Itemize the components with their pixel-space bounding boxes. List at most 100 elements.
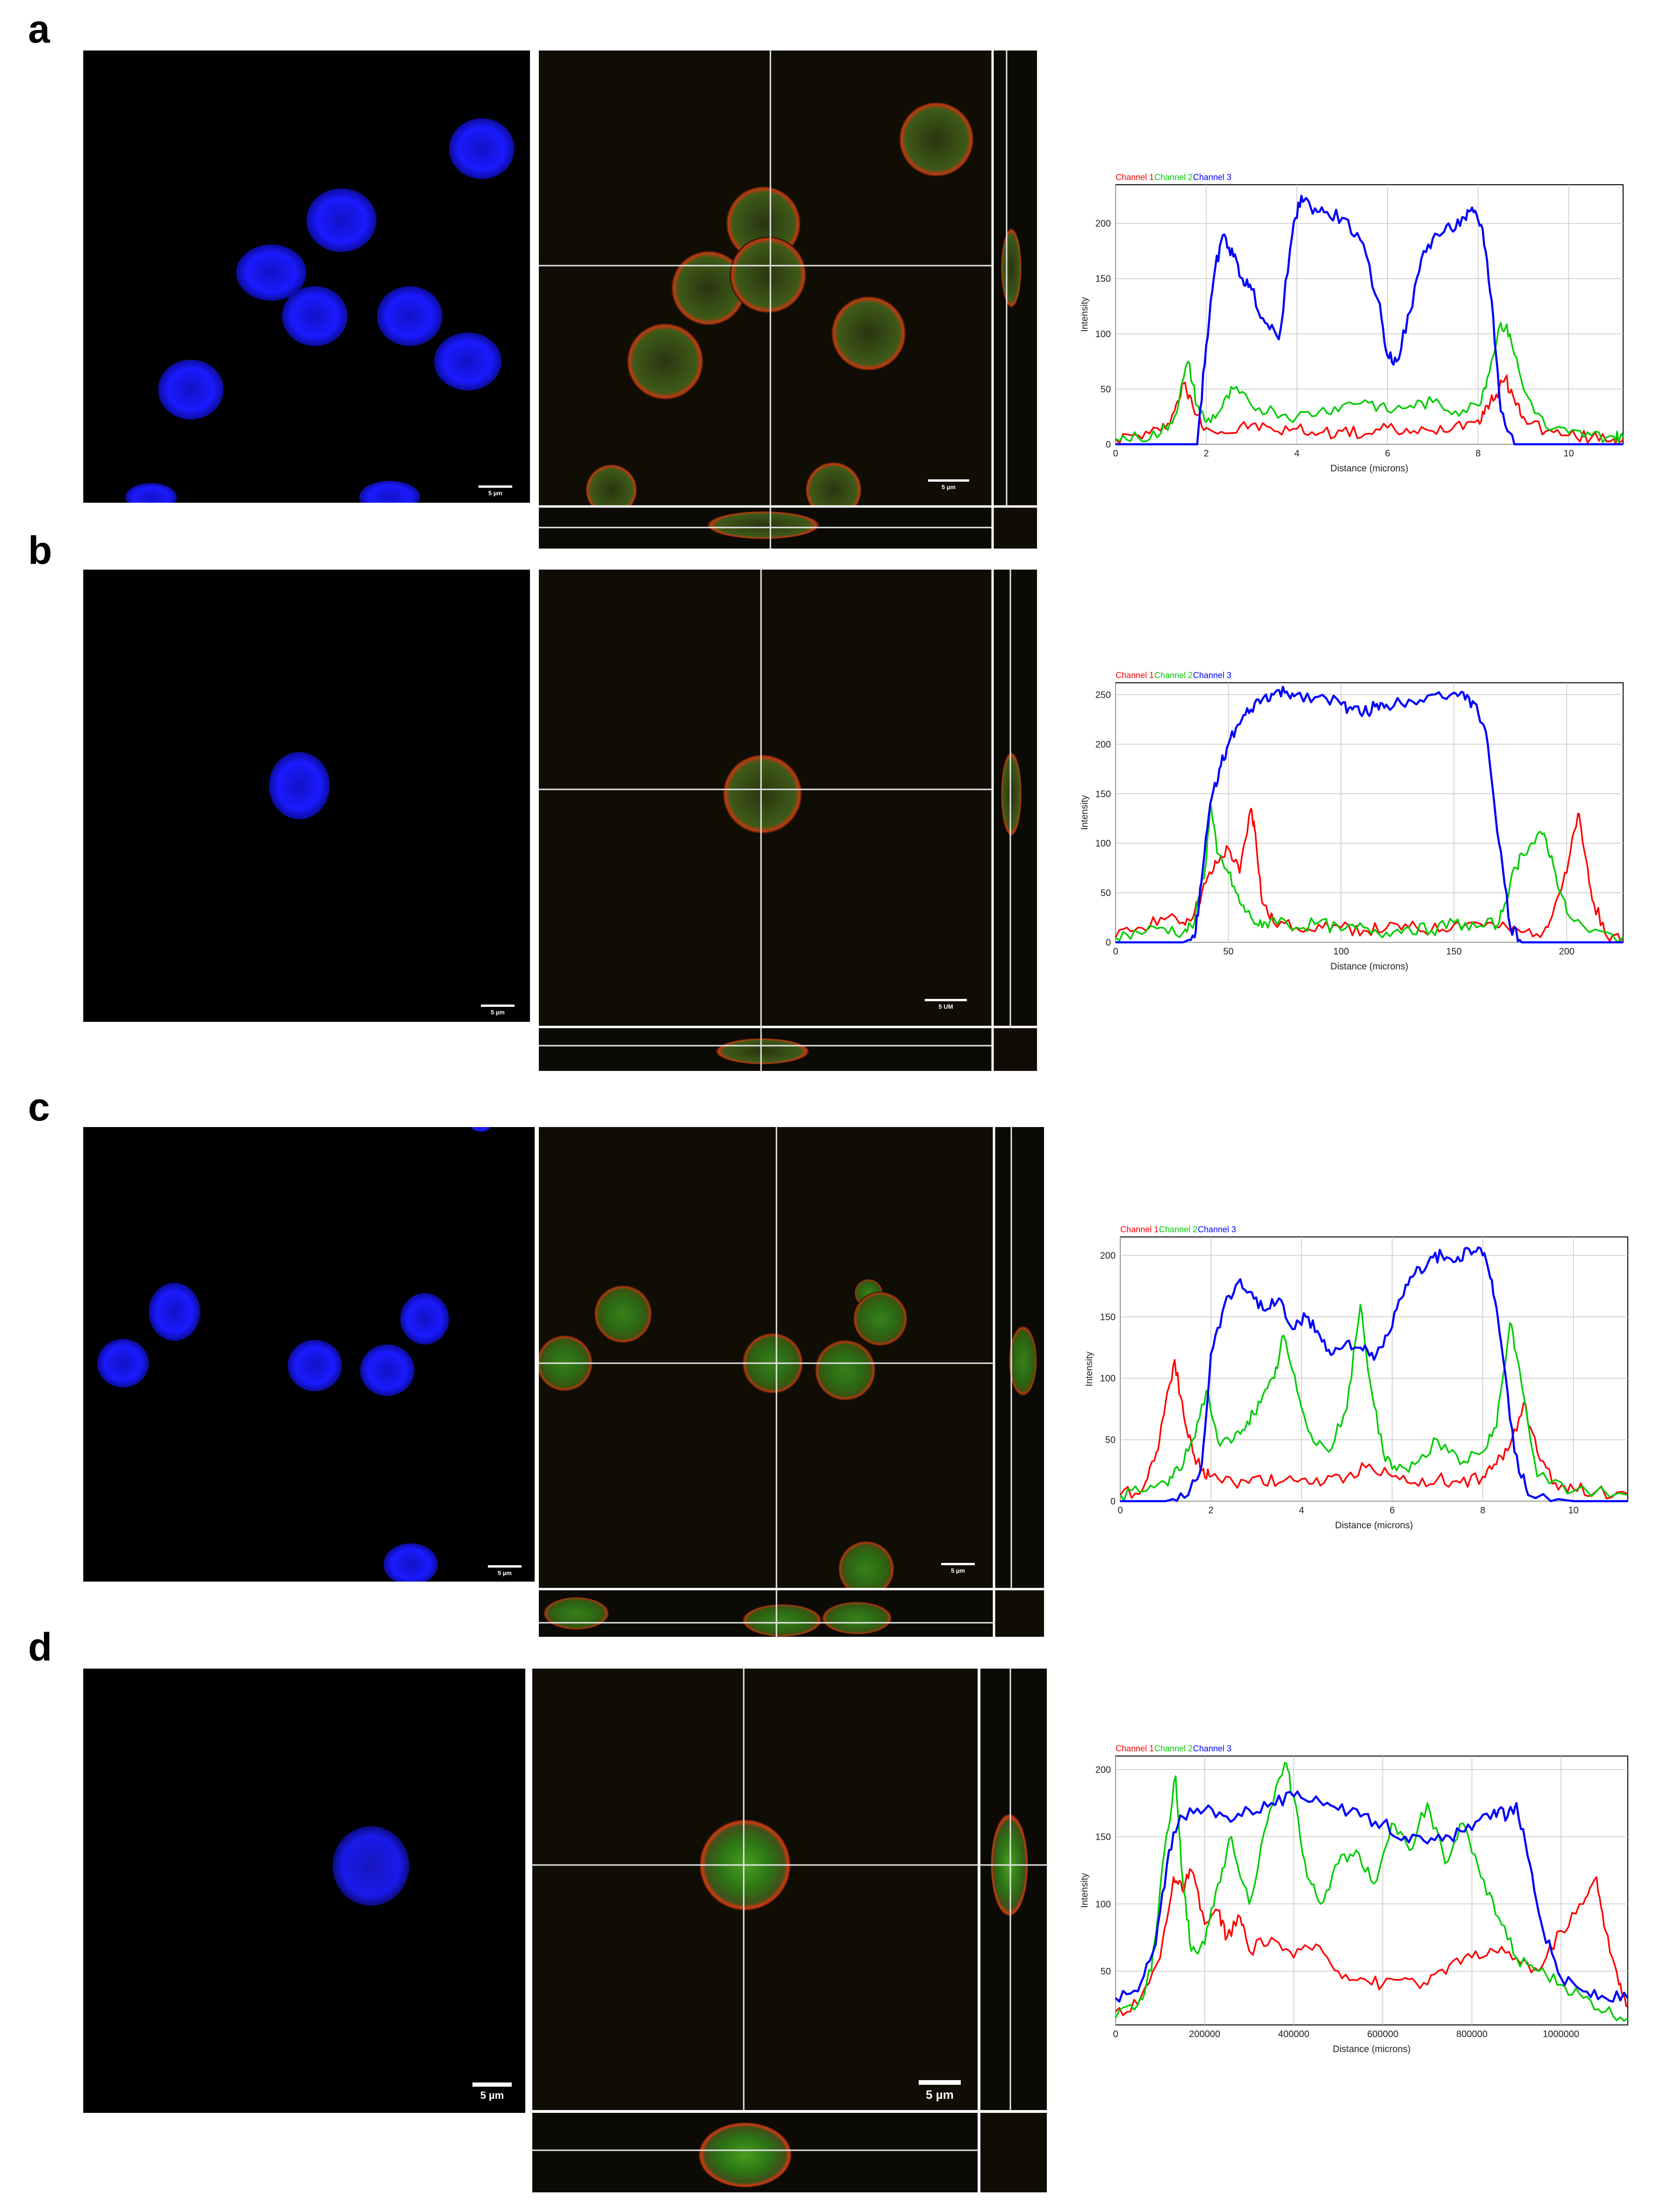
scale-bar-label: 5 µm	[488, 490, 502, 497]
chart-legend: Channel 1 Channel 2 Channel 3	[1120, 1225, 1236, 1234]
merged-orthogonal-image-c: 5 µm	[539, 1127, 1044, 1637]
intensity-profile-chart-a: Channel 1 Channel 2 Channel 3 0 2 4 6 8 10 0 50 100…	[1076, 159, 1628, 486]
scale-bar-label: 5 µm	[951, 1567, 965, 1574]
plot-area	[1115, 682, 1624, 943]
series-line-3	[1116, 686, 1623, 944]
x-axis-label: Distance (microns)	[1330, 463, 1408, 474]
x-tick-label: 0	[1117, 1505, 1123, 1516]
x-tick-label: 200000	[1189, 2029, 1220, 2039]
scale-bar-label: 5 µm	[480, 2089, 504, 2101]
y-tick-label: 50	[1101, 1966, 1111, 1977]
series-line-2	[1115, 1762, 1629, 2022]
y-tick-label: 250	[1095, 690, 1111, 700]
plot-area	[1120, 1236, 1628, 1502]
panel-label-d: d	[28, 1625, 52, 1669]
x-tick-label: 8	[1480, 1505, 1485, 1516]
scale-bar: 5 µm	[472, 2082, 512, 2102]
x-tick-label: 10	[1568, 1505, 1579, 1516]
legend-label: Channel 1	[1116, 173, 1154, 182]
y-axis-label: Intensity	[1084, 1352, 1095, 1386]
y-tick-label: 0	[1106, 440, 1111, 450]
x-tick-label: 2	[1204, 448, 1209, 459]
x-tick-label: 0	[1113, 448, 1118, 459]
legend-label: Channel 3	[1193, 671, 1232, 680]
x-tick-label: 4	[1299, 1505, 1304, 1516]
y-tick-label: 200	[1100, 1251, 1116, 1261]
merged-orthogonal-image-d: 5 µm	[532, 1669, 1047, 2192]
legend-label: Channel 1	[1120, 1225, 1159, 1234]
panel-label-b: b	[28, 528, 52, 572]
y-tick-label: 100	[1095, 1899, 1111, 1909]
series-line-1	[1115, 808, 1624, 942]
series-line-1	[1115, 1868, 1629, 2017]
legend-label: Channel 2	[1154, 173, 1193, 182]
y-axis-label: Intensity	[1080, 795, 1090, 830]
series-line-3	[1116, 195, 1623, 446]
series-line-3	[1115, 1790, 1629, 2003]
legend-label: Channel 2	[1159, 1225, 1197, 1234]
scale-bar: 5 UM	[925, 999, 967, 1010]
y-tick-label: 100	[1100, 1373, 1116, 1384]
x-tick-label: 0	[1113, 947, 1118, 957]
x-tick-label: 200	[1559, 947, 1574, 957]
chart-legend: Channel 1 Channel 2 Channel 3	[1116, 173, 1232, 182]
intensity-profile-chart-d: Channel 1 Channel 2 Channel 3 0 200000 400000…	[1076, 1730, 1632, 2067]
y-tick-label: 150	[1100, 1312, 1116, 1323]
scale-bar: 5 µm	[928, 479, 969, 491]
x-tick-label: 50	[1223, 947, 1233, 957]
scale-bar: 5 µm	[488, 1565, 522, 1576]
intensity-profile-chart-b: Channel 1 Channel 2 Channel 3 0 50 100 150 200 0…	[1076, 657, 1628, 984]
scale-bar: 5 µm	[481, 1005, 515, 1016]
intensity-profile-chart-c: Channel 1 Channel 2 Channel 3 0 2 4 6 8 10 0 50 100…	[1081, 1211, 1632, 1543]
scale-bar-label: 5 µm	[926, 2088, 954, 2102]
x-tick-label: 8	[1475, 448, 1480, 459]
scale-bar: 5 µm	[479, 485, 512, 497]
legend-label: Channel 1	[1116, 671, 1154, 680]
x-tick-label: 150	[1446, 947, 1462, 957]
panel-label-c: c	[28, 1085, 50, 1129]
y-tick-label: 100	[1095, 839, 1111, 849]
y-tick-label: 0	[1110, 1496, 1116, 1507]
scale-bar-label: 5 µm	[942, 484, 956, 491]
legend-label: Channel 3	[1193, 1744, 1232, 1753]
x-tick-label: 4	[1294, 448, 1299, 459]
nuclear-stain-image-d: 5 µm	[83, 1669, 525, 2113]
x-tick-label: 1000000	[1543, 2029, 1579, 2039]
y-tick-label: 200	[1095, 739, 1111, 750]
scale-bar-label: 5 µm	[491, 1009, 505, 1016]
y-tick-label: 100	[1095, 329, 1111, 340]
series-line-3	[1120, 1246, 1628, 1503]
legend-label: Channel 3	[1198, 1225, 1236, 1234]
x-tick-label: 6	[1385, 448, 1390, 459]
y-axis-label: Intensity	[1080, 297, 1090, 332]
scale-bar-label: 5 UM	[938, 1003, 953, 1010]
x-tick-label: 2	[1208, 1505, 1213, 1516]
x-tick-label: 10	[1564, 448, 1574, 459]
y-tick-label: 150	[1095, 274, 1111, 284]
legend-label: Channel 2	[1154, 671, 1193, 680]
merged-orthogonal-image-a: 5 µm	[539, 51, 1037, 549]
series-line-2	[1115, 802, 1624, 943]
y-tick-label: 150	[1095, 1832, 1111, 1843]
chart-legend: Channel 1 Channel 2 Channel 3	[1116, 1744, 1232, 1753]
series-line-2	[1119, 1303, 1628, 1502]
x-tick-label: 0	[1113, 2029, 1118, 2039]
x-tick-label: 800000	[1456, 2029, 1487, 2039]
x-tick-label: 400000	[1278, 2029, 1309, 2039]
x-tick-label: 600000	[1367, 2029, 1399, 2039]
plot-area	[1115, 1756, 1628, 2025]
legend-label: Channel 2	[1154, 1744, 1193, 1753]
merged-orthogonal-image-b: 5 UM	[539, 570, 1037, 1071]
chart-legend: Channel 1 Channel 2 Channel 3	[1116, 671, 1232, 680]
scale-bar: 5 µm	[941, 1563, 975, 1574]
x-tick-label: 6	[1390, 1505, 1395, 1516]
panel-label-a: a	[28, 7, 50, 51]
series-line-2	[1115, 322, 1624, 444]
y-tick-label: 0	[1106, 938, 1111, 948]
x-axis-label: Distance (microns)	[1333, 2044, 1411, 2054]
x-axis-label: Distance (microns)	[1330, 961, 1408, 972]
y-tick-label: 50	[1105, 1435, 1116, 1446]
x-tick-label: 100	[1334, 947, 1349, 957]
x-axis-label: Distance (microns)	[1335, 1520, 1413, 1531]
y-tick-label: 50	[1101, 888, 1111, 898]
